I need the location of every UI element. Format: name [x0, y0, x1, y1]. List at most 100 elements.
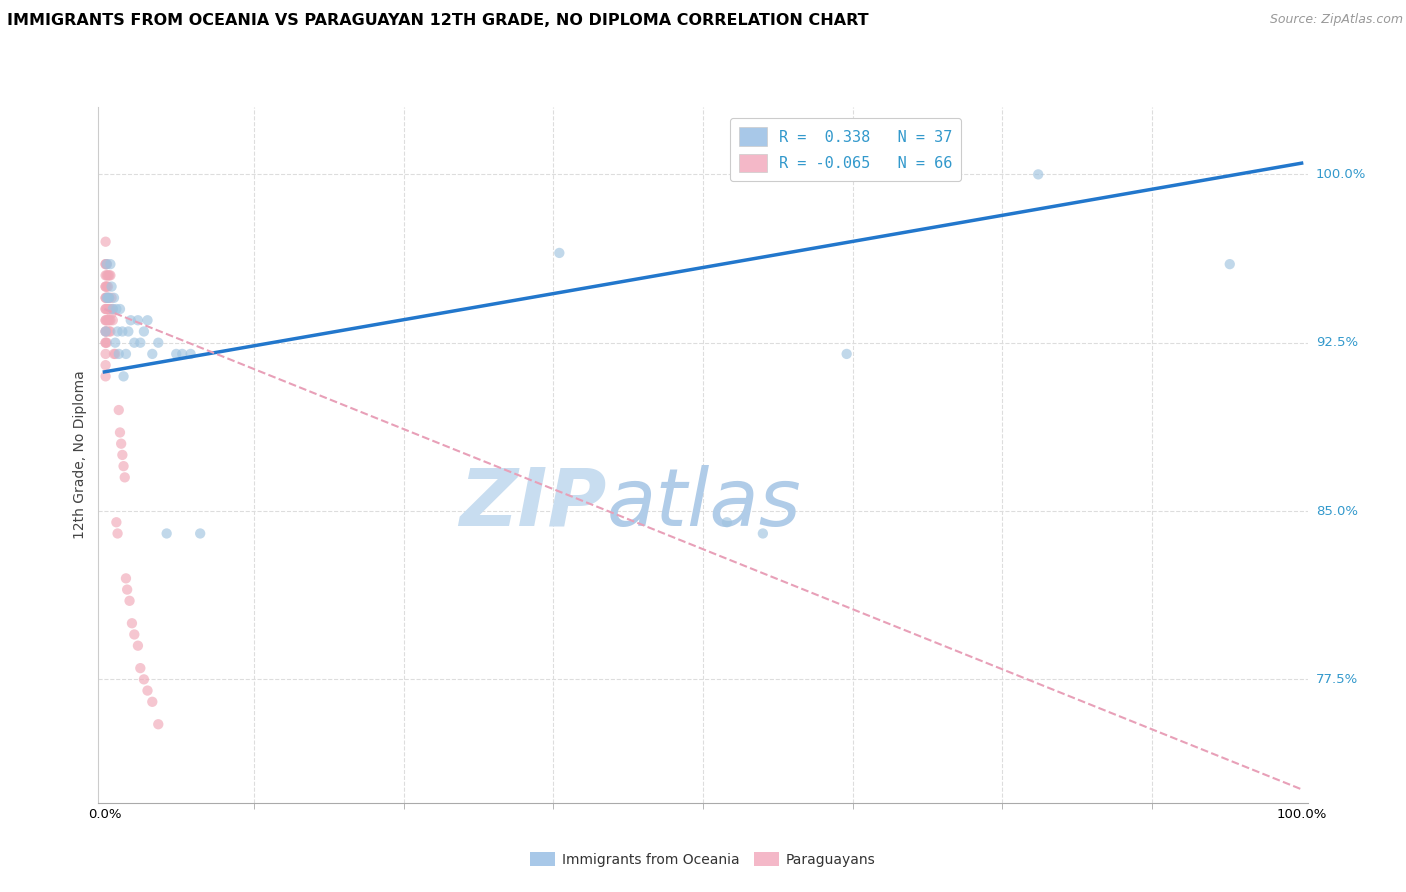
Point: [96, 291, 118, 305]
Point: [124, 335, 146, 350]
Point: [141, 347, 163, 361]
Point: [96, 279, 118, 293]
Point: [100, 313, 122, 327]
Point: [94, 235, 117, 249]
Legend: Immigrants from Oceania, Paraguayans: Immigrants from Oceania, Paraguayans: [524, 847, 882, 872]
Point: [105, 515, 128, 529]
Point: [1219, 257, 1241, 271]
Point: [94, 358, 117, 372]
Point: [94, 301, 117, 316]
Point: [97, 313, 120, 327]
Point: [94, 313, 117, 327]
Point: [141, 695, 163, 709]
Point: [100, 268, 122, 283]
Point: [97, 291, 120, 305]
Point: [132, 325, 155, 339]
Point: [115, 582, 138, 597]
Point: [107, 526, 129, 541]
Point: [94, 369, 117, 384]
Point: [100, 291, 122, 305]
Point: [548, 246, 571, 260]
Point: [107, 347, 129, 361]
Point: [94, 279, 117, 293]
Point: [115, 347, 138, 361]
Point: [94, 257, 117, 271]
Point: [98, 301, 121, 316]
Point: [148, 717, 170, 731]
Point: [94, 347, 117, 361]
Text: Source: ZipAtlas.com: Source: ZipAtlas.com: [1270, 13, 1403, 27]
Point: [96, 325, 118, 339]
Point: [148, 335, 170, 350]
Point: [96, 257, 118, 271]
Point: [111, 325, 134, 339]
Point: [96, 291, 118, 305]
Point: [100, 306, 122, 320]
Text: 92.5%: 92.5%: [1316, 336, 1358, 349]
Point: [100, 257, 122, 271]
Point: [120, 313, 142, 327]
Point: [94, 291, 117, 305]
Point: [94, 301, 117, 316]
Point: [136, 313, 159, 327]
Point: [96, 301, 118, 316]
Point: [94, 279, 117, 293]
Point: [96, 268, 118, 283]
Point: [97, 279, 120, 293]
Point: [108, 301, 131, 316]
Point: [97, 301, 120, 316]
Point: [94, 335, 117, 350]
Point: [98, 268, 121, 283]
Point: [112, 459, 135, 474]
Point: [104, 347, 127, 361]
Point: [108, 425, 131, 440]
Text: 100.0%: 100.0%: [1316, 168, 1367, 181]
Point: [98, 291, 121, 305]
Point: [94, 257, 117, 271]
Point: [1026, 167, 1049, 181]
Point: [112, 369, 135, 384]
Point: [121, 616, 143, 631]
Point: [114, 470, 136, 484]
Point: [107, 403, 129, 417]
Point: [165, 347, 187, 361]
Point: [98, 291, 121, 305]
Point: [101, 301, 124, 316]
Point: [104, 335, 127, 350]
Point: [132, 673, 155, 687]
Point: [127, 639, 149, 653]
Point: [716, 515, 738, 529]
Point: [107, 325, 129, 339]
Point: [101, 313, 124, 327]
Point: [118, 594, 141, 608]
Point: [105, 301, 128, 316]
Point: [94, 313, 117, 327]
Point: [101, 301, 124, 316]
Point: [94, 325, 117, 339]
Point: [156, 526, 179, 541]
Y-axis label: 12th Grade, No Diploma: 12th Grade, No Diploma: [73, 370, 87, 540]
Point: [100, 301, 122, 316]
Point: [94, 291, 117, 305]
Text: IMMIGRANTS FROM OCEANIA VS PARAGUAYAN 12TH GRADE, NO DIPLOMA CORRELATION CHART: IMMIGRANTS FROM OCEANIA VS PARAGUAYAN 12…: [7, 13, 869, 29]
Point: [97, 291, 120, 305]
Point: [136, 683, 159, 698]
Point: [100, 279, 122, 293]
Point: [96, 335, 118, 350]
Point: [129, 335, 152, 350]
Point: [124, 627, 146, 641]
Point: [117, 325, 139, 339]
Point: [188, 526, 211, 541]
Point: [94, 268, 117, 283]
Point: [98, 325, 121, 339]
Point: [129, 661, 152, 675]
Point: [97, 268, 120, 283]
Point: [96, 313, 118, 327]
Point: [94, 335, 117, 350]
Text: atlas: atlas: [606, 465, 801, 542]
Text: 85.0%: 85.0%: [1316, 505, 1358, 517]
Point: [96, 257, 118, 271]
Point: [180, 347, 202, 361]
Point: [94, 325, 117, 339]
Point: [94, 325, 117, 339]
